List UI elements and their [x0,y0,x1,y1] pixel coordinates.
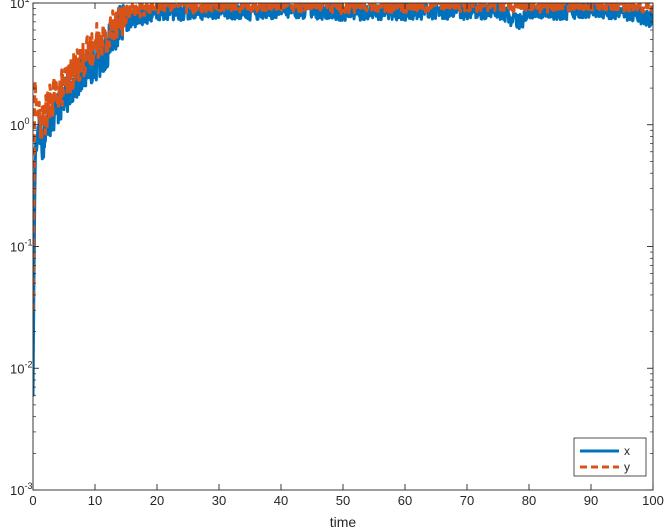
legend-box [573,437,647,477]
x-tick-label: 50 [336,493,350,508]
plot-area [33,3,653,490]
x-axis-label: time [330,514,357,530]
x-tick-label: 80 [522,493,536,508]
legend: x y [573,437,647,477]
legend-label-y: y [624,460,630,474]
y-tick-base: 10 [10,361,24,376]
x-tick-label: 60 [398,493,412,508]
x-tick-label: 30 [212,493,226,508]
y-tick-base: 10 [10,240,24,255]
x-tick-label: 20 [150,493,164,508]
y-tick-base: 10 [10,483,24,498]
y-tick-exponent: 1 [24,0,29,4]
y-tick-label: 10-2 [10,359,32,376]
y-tick-base: 10 [10,0,24,11]
y-tick-label: 100 [10,116,29,133]
legend-label-x: x [624,444,630,458]
y-tick-base: 10 [10,118,24,133]
x-tick-label: 90 [584,493,598,508]
x-tick-label: 0 [29,493,36,508]
y-tick-label: 10-3 [10,481,32,498]
y-tick-label: 101 [10,0,29,11]
y-tick-label: 10-1 [10,238,32,255]
x-tick-label: 70 [460,493,474,508]
x-tick-label: 40 [274,493,288,508]
x-tick-label: 10 [88,493,102,508]
y-tick-exponent: -1 [24,238,32,248]
y-tick-exponent: 0 [24,116,29,126]
y-tick-exponent: -3 [24,481,32,491]
x-tick-label: 100 [642,493,664,508]
y-tick-exponent: -2 [24,359,32,369]
